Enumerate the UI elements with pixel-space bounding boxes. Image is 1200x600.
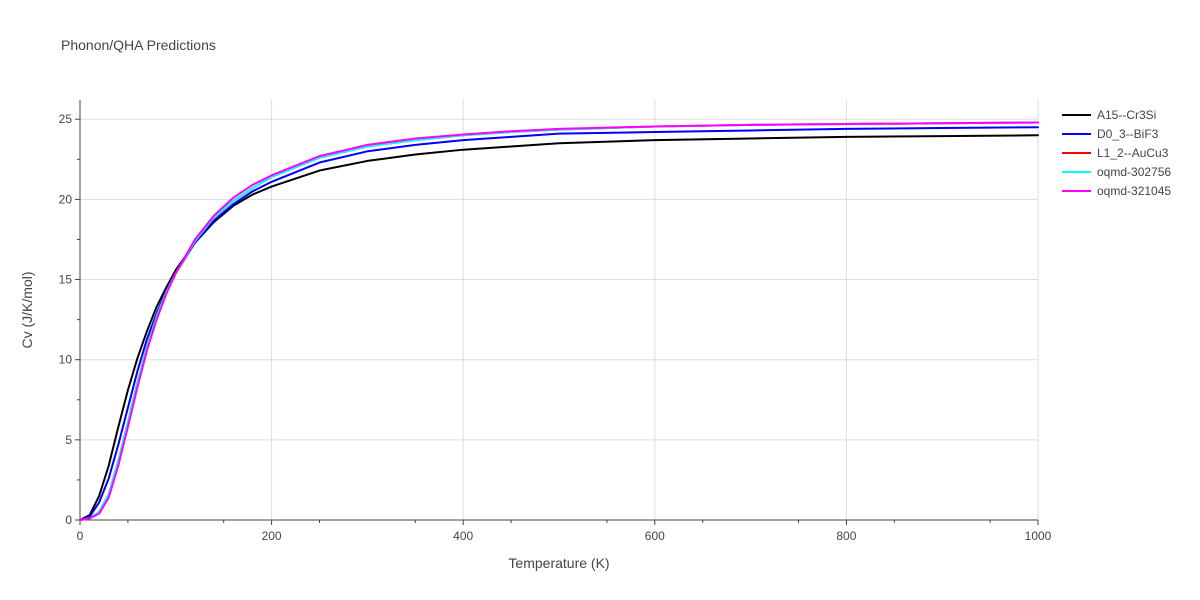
legend-label: oqmd-321045 xyxy=(1097,184,1171,198)
grid xyxy=(80,100,1039,520)
y-tick-label: 15 xyxy=(59,273,73,287)
x-tick-label: 800 xyxy=(836,529,856,543)
legend-label: D0_3--BiF3 xyxy=(1097,127,1159,141)
legend-label: L1_2--AuCu3 xyxy=(1097,146,1169,160)
x-tick-label: 400 xyxy=(453,529,473,543)
x-tick-label: 0 xyxy=(77,529,84,543)
series-line-5 xyxy=(79,121,1039,521)
series-lines xyxy=(79,121,1039,521)
legend-item[interactable]: A15--Cr3Si xyxy=(1062,108,1156,122)
legend-label: oqmd-302756 xyxy=(1097,165,1171,179)
series-line-1 xyxy=(79,134,1039,521)
legend-label: A15--Cr3Si xyxy=(1097,108,1156,122)
series-line-2 xyxy=(79,126,1039,521)
y-tick-label: 20 xyxy=(59,192,73,206)
x-tick-label: 1000 xyxy=(1025,529,1052,543)
legend-item[interactable]: oqmd-302756 xyxy=(1062,165,1171,179)
x-tick-label: 600 xyxy=(645,529,665,543)
axes: 0 200 400 600 800 1000 0 5 10 15 20 25 xyxy=(59,100,1052,543)
x-tick-label: 200 xyxy=(262,529,282,543)
legend: A15--Cr3Si D0_3--BiF3 L1_2--AuCu3 oqmd-3027… xyxy=(1062,108,1171,198)
legend-item[interactable]: L1_2--AuCu3 xyxy=(1062,146,1169,160)
y-tick-label: 5 xyxy=(65,433,72,447)
legend-item[interactable]: oqmd-321045 xyxy=(1062,184,1171,198)
y-tick-label: 25 xyxy=(59,112,73,126)
chart-title: Phonon/QHA Predictions xyxy=(61,37,216,53)
y-tick-label: 10 xyxy=(59,353,73,367)
legend-item[interactable]: D0_3--BiF3 xyxy=(1062,127,1159,141)
y-axis-title: Cv (J/K/mol) xyxy=(19,272,35,349)
y-tick-label: 0 xyxy=(65,513,72,527)
x-axis-title: Temperature (K) xyxy=(508,555,609,571)
